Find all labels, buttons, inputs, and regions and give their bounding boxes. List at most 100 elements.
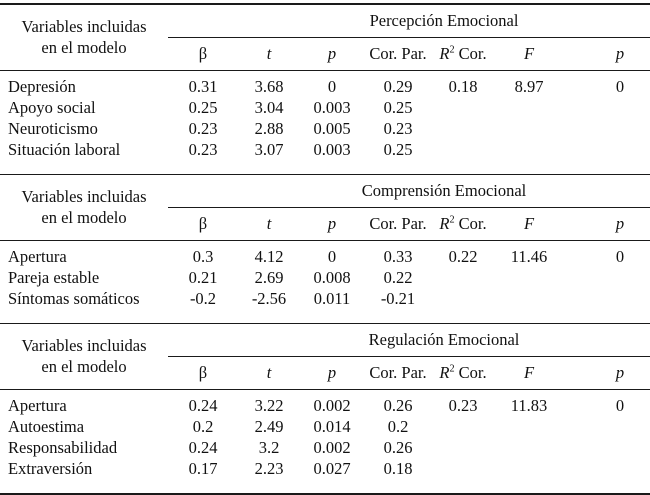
- value-cell: 0: [327, 247, 337, 266]
- column-header-t: t: [238, 207, 300, 241]
- column-header-p: p: [300, 207, 364, 241]
- value-cell: [494, 437, 564, 458]
- value-cell: 0.26: [383, 396, 413, 415]
- value-cell: 4.12: [254, 247, 284, 266]
- value-cell: 3.68: [254, 77, 284, 96]
- value-cell: [432, 416, 494, 437]
- value-cell: [564, 139, 650, 174]
- section-title: Comprensión Emocional: [168, 174, 650, 208]
- column-header-p: p: [300, 37, 364, 71]
- value-cell: 0.18: [383, 459, 413, 478]
- value-cell: 2.23: [254, 459, 284, 478]
- value-cell: 0.011: [313, 289, 351, 308]
- value-cell: 0.23: [188, 140, 218, 159]
- value-cell: 0: [615, 396, 625, 415]
- table-row: Apoyo social 0.25 3.04 0.003 0.25: [0, 97, 650, 118]
- value-cell: 0.22: [448, 247, 478, 266]
- value-cell: [494, 118, 564, 139]
- column-header-r2-cor: R2 Cor.: [432, 207, 494, 241]
- value-cell: [432, 288, 494, 323]
- value-cell: 0.21: [188, 268, 218, 287]
- column-header-cor-par: Cor. Par.: [364, 207, 432, 241]
- value-cell: [494, 139, 564, 174]
- column-header-t: t: [238, 356, 300, 390]
- value-cell: -0.2: [189, 289, 217, 308]
- value-cell: 0.17: [188, 459, 218, 478]
- value-cell: [432, 118, 494, 139]
- value-cell: 0.002: [313, 396, 351, 415]
- column-header-beta: β: [168, 207, 238, 241]
- value-cell: 0.23: [188, 119, 218, 138]
- value-cell: 0: [615, 247, 625, 266]
- value-cell: 2.69: [254, 268, 284, 287]
- column-header-cor-par: Cor. Par.: [364, 37, 432, 71]
- section-title: Percepción Emocional: [168, 4, 650, 38]
- variable-name-cell: Autoestima: [8, 417, 85, 436]
- column-header-p2: p: [564, 356, 650, 390]
- column-header-beta: β: [168, 37, 238, 71]
- table-row: Síntomas somáticos -0.2 -2.56 0.011 -0.21: [0, 288, 650, 323]
- table-row: Neuroticismo 0.23 2.88 0.005 0.23: [0, 118, 650, 139]
- variable-name-cell: Apertura: [8, 247, 67, 266]
- column-header-f: F: [494, 356, 564, 390]
- value-cell: 0.18: [448, 77, 478, 96]
- variables-header: Variables incluidas en el modelo: [0, 174, 168, 241]
- table-row: Extraversión 0.17 2.23 0.027 0.18: [0, 458, 650, 494]
- r2-symbol: R: [439, 214, 450, 233]
- variable-name-cell: Apertura: [8, 396, 67, 415]
- value-cell: [432, 437, 494, 458]
- value-cell: [564, 267, 650, 288]
- column-header-t: t: [238, 37, 300, 71]
- value-cell: 11.46: [510, 247, 548, 266]
- value-cell: [564, 97, 650, 118]
- table-row: Apertura 0.3 4.12 0 0.33 0.22 11.46 0: [0, 241, 650, 268]
- value-cell: 0.31: [188, 77, 218, 96]
- value-cell: 0.25: [188, 98, 218, 117]
- value-cell: 0.23: [448, 396, 478, 415]
- regression-table-regulacion: Variables incluidas en el modelo Regulaci…: [0, 323, 650, 495]
- value-cell: 0.25: [383, 98, 413, 117]
- value-cell: 0.2: [387, 417, 409, 436]
- value-cell: 0.002: [313, 438, 351, 457]
- variable-name-cell: Apoyo social: [8, 98, 96, 117]
- column-header-r2-cor: R2 Cor.: [432, 37, 494, 71]
- value-cell: 0.24: [188, 396, 218, 415]
- variable-name-cell: Neuroticismo: [8, 119, 98, 138]
- value-cell: 0.24: [188, 438, 218, 457]
- column-header-p: p: [300, 356, 364, 390]
- section-title-row: Variables incluidas en el modelo Regulaci…: [0, 323, 650, 390]
- r2-superscript: 2: [449, 214, 455, 226]
- variable-name-cell: Situación laboral: [8, 140, 121, 159]
- variables-header: Variables incluidas en el modelo: [0, 323, 168, 390]
- value-cell: 0.33: [383, 247, 413, 266]
- value-cell: [494, 416, 564, 437]
- value-cell: [564, 118, 650, 139]
- column-header-r2-cor: R2 Cor.: [432, 356, 494, 390]
- r2-cor-label: Cor.: [454, 363, 487, 382]
- value-cell: 0.29: [383, 77, 413, 96]
- value-cell: 0.008: [313, 268, 351, 287]
- r2-cor-label: Cor.: [454, 44, 487, 63]
- section-title: Regulación Emocional: [168, 323, 650, 357]
- value-cell: 0.014: [313, 417, 351, 436]
- r2-cor-label: Cor.: [454, 214, 487, 233]
- value-cell: [564, 416, 650, 437]
- value-cell: [494, 288, 564, 323]
- value-cell: [432, 458, 494, 494]
- variables-header-line2: en el modelo: [41, 207, 127, 227]
- column-header-row: β t p Cor. Par. R2 Cor. F p: [0, 37, 650, 71]
- value-cell: 0.003: [313, 140, 351, 159]
- variables-header-line1: Variables incluidas: [21, 186, 147, 206]
- value-cell: 3.22: [254, 396, 284, 415]
- table-row: Responsabilidad 0.24 3.2 0.002 0.26: [0, 437, 650, 458]
- column-header-row: β t p Cor. Par. R2 Cor. F p: [0, 356, 650, 390]
- regression-table-percepcion: Variables incluidas en el modelo Percepci…: [0, 3, 650, 174]
- value-cell: 0.26: [383, 438, 413, 457]
- section-title-row: Variables incluidas en el modelo Percepci…: [0, 4, 650, 71]
- r2-superscript: 2: [449, 44, 455, 56]
- variable-name-cell: Extraversión: [8, 459, 93, 478]
- value-cell: 0.3: [192, 247, 214, 266]
- column-header-cor-par: Cor. Par.: [364, 356, 432, 390]
- variables-header: Variables incluidas en el modelo: [0, 4, 168, 71]
